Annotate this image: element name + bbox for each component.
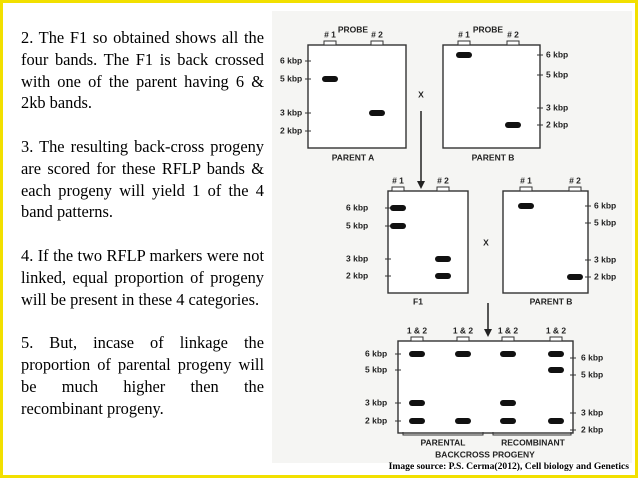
size-label: 6 kbp (365, 348, 387, 358)
band (500, 418, 516, 424)
band (409, 400, 425, 406)
size-label: 5 kbp (280, 73, 302, 83)
band (548, 418, 564, 424)
well (457, 40, 471, 46)
gel-panel (307, 44, 407, 149)
band (518, 203, 534, 209)
image-source: Image source: P.S. Cerma(2012), Cell bio… (388, 461, 629, 472)
size-label: 6 kbp (581, 352, 603, 362)
band (500, 400, 516, 406)
size-label: 2 kbp (280, 125, 302, 135)
size-label: 3 kbp (346, 253, 368, 263)
size-label: 2 kbp (346, 270, 368, 280)
size-label: 3 kbp (594, 254, 616, 264)
well (501, 336, 515, 342)
well (456, 336, 470, 342)
gel-panel (442, 44, 541, 149)
paragraph: 4. If the two RFLP markers were not link… (21, 245, 264, 309)
panel-label: PARENT B (472, 152, 515, 162)
well (323, 40, 337, 46)
size-label: 5 kbp (581, 369, 603, 379)
band (409, 351, 425, 357)
panel-label: F1 (413, 296, 423, 306)
lane-label: # 1 (520, 175, 532, 185)
band (390, 223, 406, 229)
group-label: PARENTAL (420, 437, 465, 447)
band (455, 418, 471, 424)
lane-label: # 1 (392, 175, 404, 185)
band (567, 274, 583, 280)
group-bracket (402, 432, 484, 436)
lane-label: # 2 (507, 29, 519, 39)
probe-label: PROBE (473, 24, 504, 34)
well (506, 40, 520, 46)
band (369, 110, 385, 116)
gel-panel (397, 340, 574, 434)
band (409, 418, 425, 424)
lane-label: # 1 (458, 29, 470, 39)
arrow-head (417, 181, 425, 189)
size-label: 3 kbp (546, 102, 568, 112)
panel-label: PARENT B (530, 296, 573, 306)
gel-panel (502, 190, 589, 294)
lane-label: # 2 (371, 29, 383, 39)
size-label: 5 kbp (594, 217, 616, 227)
band (548, 351, 564, 357)
lane-label: 1 & 2 (546, 325, 567, 335)
size-label: 6 kbp (594, 200, 616, 210)
lane-label: # 2 (569, 175, 581, 185)
well (410, 336, 424, 342)
size-label: 2 kbp (581, 424, 603, 434)
band (435, 273, 451, 279)
size-label: 6 kbp (346, 202, 368, 212)
lane-label: # 1 (324, 29, 336, 39)
band (322, 76, 338, 82)
size-label: 3 kbp (581, 407, 603, 417)
size-label: 5 kbp (365, 364, 387, 374)
size-label: 2 kbp (594, 271, 616, 281)
probe-label: PROBE (338, 24, 369, 34)
size-label: 2 kbp (365, 415, 387, 425)
group-label: RECOMBINANT (501, 437, 566, 447)
cross-mark: X (483, 237, 489, 247)
size-label: 5 kbp (346, 220, 368, 230)
size-label: 2 kbp (546, 119, 568, 129)
lane-label: 1 & 2 (498, 325, 519, 335)
lane-label: # 2 (437, 175, 449, 185)
text-column: 2. The F1 so obtained shows all the four… (21, 27, 264, 441)
band (435, 256, 451, 262)
size-label: 3 kbp (365, 397, 387, 407)
well (436, 186, 450, 192)
band (548, 367, 564, 373)
well (519, 186, 533, 192)
paragraph: 5. But, incase of linkage the proportion… (21, 333, 264, 418)
band (505, 122, 521, 128)
arrow-head (484, 329, 492, 337)
size-label: 6 kbp (546, 49, 568, 59)
well (370, 40, 384, 46)
well (391, 186, 405, 192)
cross-mark: X (418, 89, 424, 99)
lane-label: 1 & 2 (453, 325, 474, 335)
size-label: 6 kbp (280, 55, 302, 65)
panel-label: PARENT A (332, 152, 375, 162)
band (390, 205, 406, 211)
band (455, 351, 471, 357)
paragraph: 3. The resulting back-cross progeny are … (21, 136, 264, 222)
panel-label: BACKCROSS PROGENY (435, 449, 535, 459)
lane-label: 1 & 2 (407, 325, 428, 335)
band (456, 52, 472, 58)
well (568, 186, 582, 192)
size-label: 3 kbp (280, 107, 302, 117)
band (500, 351, 516, 357)
paragraph: 2. The F1 so obtained shows all the four… (21, 28, 264, 113)
group-bracket (492, 432, 572, 436)
size-label: 5 kbp (546, 69, 568, 79)
well (549, 336, 563, 342)
